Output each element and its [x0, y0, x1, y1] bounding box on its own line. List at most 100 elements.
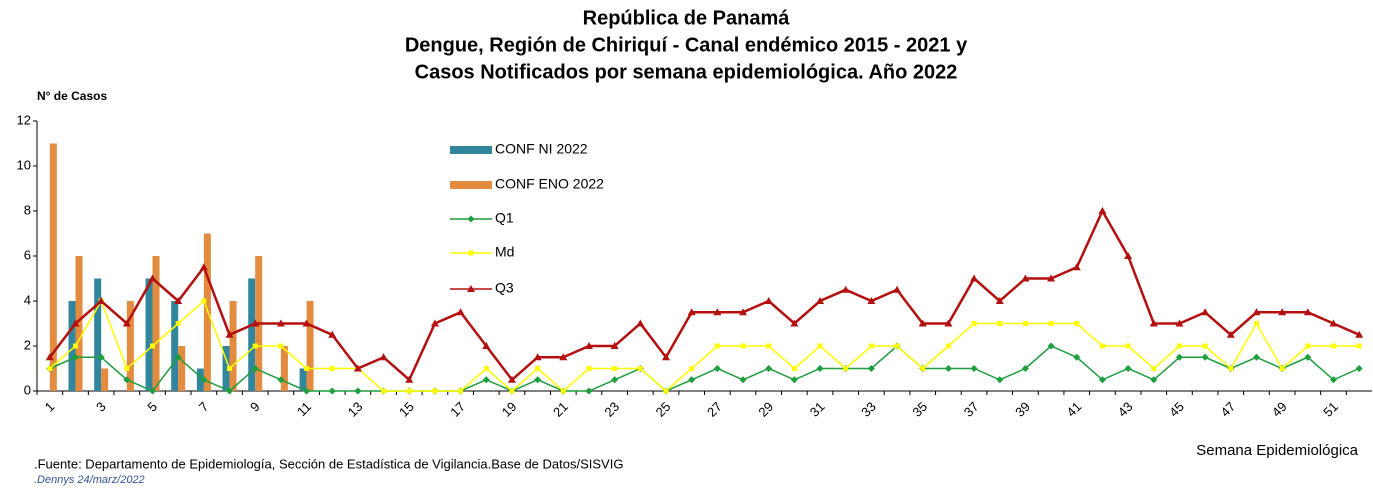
x-tick-label: 49 — [1269, 399, 1290, 420]
line-marker — [278, 343, 284, 349]
line-marker — [920, 366, 926, 371]
bar — [229, 301, 237, 391]
x-tick-label: 39 — [1012, 399, 1033, 420]
bar — [222, 346, 230, 391]
line-marker — [354, 387, 362, 395]
line-marker — [1149, 319, 1158, 327]
line-marker — [764, 297, 773, 304]
line-marker — [1022, 321, 1028, 326]
x-tick-label: 29 — [755, 399, 776, 420]
line-marker — [1355, 365, 1363, 372]
legend-label: Q3 — [495, 280, 514, 296]
line-marker — [970, 274, 979, 282]
legend-label: Q1 — [495, 210, 514, 226]
line-marker — [1329, 376, 1337, 384]
line-marker — [689, 366, 695, 371]
x-tick-label: 13 — [345, 399, 366, 420]
line-marker — [687, 308, 696, 316]
y-tick-label: 4 — [24, 292, 31, 307]
x-tick-label: 41 — [1063, 399, 1084, 420]
line-marker — [1124, 252, 1133, 259]
line-marker — [174, 353, 182, 361]
line-marker — [533, 353, 542, 361]
line-marker — [1202, 343, 1208, 349]
line-marker — [944, 319, 953, 327]
line-marker — [1125, 343, 1131, 349]
bar — [75, 256, 83, 391]
line-marker — [1124, 365, 1132, 372]
line-marker — [458, 388, 464, 394]
line-marker — [430, 319, 439, 327]
line-marker — [1355, 330, 1364, 338]
bar — [68, 301, 76, 391]
x-tick-label: 21 — [550, 399, 571, 420]
line-marker — [149, 387, 157, 395]
line-marker — [894, 343, 900, 349]
line-marker — [1098, 207, 1107, 214]
line-marker — [867, 365, 875, 372]
line-marker — [560, 388, 566, 394]
line-marker — [251, 365, 259, 372]
line-marker — [73, 343, 79, 349]
line-marker — [303, 387, 311, 395]
bar — [171, 301, 179, 391]
x-tick-label: 3 — [93, 399, 109, 415]
line-marker — [353, 364, 362, 372]
line-marker — [329, 366, 335, 371]
line — [48, 208, 1360, 382]
line-marker — [1226, 330, 1235, 338]
line-marker — [97, 353, 105, 361]
y-axis-label: N° de Casos — [37, 89, 107, 103]
line-marker — [584, 342, 593, 349]
x-tick-label: 1 — [42, 399, 58, 415]
line-marker — [970, 365, 978, 372]
line-marker — [432, 388, 438, 394]
legend-label: CONF ENO 2022 — [495, 176, 604, 192]
x-tick-label: 19 — [499, 399, 520, 420]
line-marker — [1252, 353, 1260, 361]
line-marker — [381, 388, 387, 394]
y-tick-label: 6 — [24, 247, 31, 262]
line-marker — [1356, 343, 1362, 349]
line-marker — [122, 319, 131, 327]
line-marker — [739, 308, 748, 316]
line-marker — [945, 343, 951, 349]
x-tick-label: 7 — [196, 399, 212, 415]
line-marker — [1329, 319, 1338, 327]
line-marker — [636, 319, 645, 327]
line-marker — [790, 376, 798, 384]
line-marker — [123, 376, 131, 384]
line-marker — [1252, 308, 1261, 316]
line-marker — [714, 343, 720, 349]
x-tick-label: 9 — [247, 399, 263, 415]
line-marker — [1073, 353, 1081, 361]
line-marker — [1099, 343, 1105, 349]
line-marker — [1303, 308, 1312, 316]
line-marker — [483, 366, 489, 371]
line-marker — [47, 366, 53, 371]
line-marker — [713, 365, 721, 372]
line-marker — [971, 321, 977, 326]
line-marker — [1021, 274, 1030, 282]
line-marker — [174, 297, 183, 304]
line-marker — [843, 366, 849, 371]
line-marker — [71, 319, 80, 327]
line-marker — [507, 375, 516, 383]
legend-marker — [467, 285, 475, 292]
legend-marker — [467, 215, 475, 223]
line-marker — [610, 342, 619, 349]
line-marker — [661, 353, 670, 361]
line-marker — [1048, 321, 1054, 326]
line-marker — [406, 388, 412, 394]
y-tick-label: 8 — [24, 202, 31, 217]
line-marker — [739, 376, 747, 384]
line-marker — [1278, 308, 1287, 316]
line-marker — [1305, 343, 1311, 349]
line-marker — [175, 321, 181, 326]
legend-swatch — [450, 181, 492, 189]
line-marker — [688, 376, 696, 384]
x-tick-label: 5 — [144, 399, 160, 415]
line-marker — [535, 366, 541, 371]
line-marker — [559, 353, 568, 361]
